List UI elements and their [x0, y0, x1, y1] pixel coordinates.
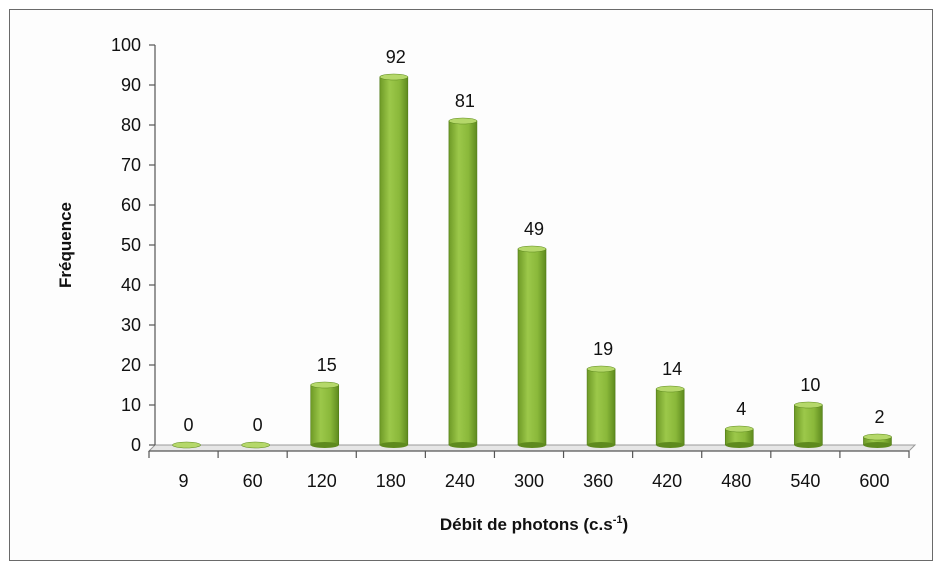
y-tick-label: 40 — [121, 275, 141, 295]
bar-base — [725, 442, 754, 448]
bar-body — [310, 384, 340, 446]
y-tick-label: 80 — [121, 115, 141, 135]
x-tick-label: 360 — [583, 471, 613, 491]
data-label: 81 — [455, 91, 475, 111]
y-tick-label: 20 — [121, 355, 141, 375]
bar-top — [310, 381, 340, 389]
bar-top — [241, 441, 270, 449]
data-label: 4 — [736, 399, 746, 419]
bar-top — [448, 117, 478, 125]
bar — [241, 441, 270, 449]
bars — [172, 73, 892, 449]
data-label: 0 — [253, 415, 263, 435]
bar-top — [655, 385, 685, 393]
bar-base — [587, 442, 616, 448]
bar — [172, 441, 201, 449]
data-label: 0 — [184, 415, 194, 435]
data-label: 92 — [386, 47, 406, 67]
x-tick-label: 120 — [307, 471, 337, 491]
x-tick-label: 180 — [376, 471, 406, 491]
y-axis-title: Fréquence — [56, 202, 75, 288]
x-tick-label: 240 — [445, 471, 475, 491]
data-label: 49 — [524, 219, 544, 239]
bar — [448, 117, 478, 448]
bar — [794, 401, 823, 448]
x-tick-label: 420 — [652, 471, 682, 491]
y-tick-label: 30 — [121, 315, 141, 335]
x-tick-label: 300 — [514, 471, 544, 491]
y-tick-label: 70 — [121, 155, 141, 175]
data-label: 2 — [874, 407, 884, 427]
bar-body — [586, 368, 616, 446]
bar — [586, 365, 616, 448]
data-label: 14 — [662, 359, 682, 379]
x-axis-title-superscript: -1 — [613, 514, 623, 526]
bar-base — [448, 442, 477, 448]
bar-body — [655, 388, 685, 446]
bar-top — [794, 401, 823, 409]
bar-base — [518, 442, 546, 448]
bar-top — [724, 425, 754, 433]
x-tick-label: 600 — [859, 471, 889, 491]
bar-top — [379, 73, 409, 81]
x-tick-label: 540 — [790, 471, 820, 491]
x-tick-label: 480 — [721, 471, 751, 491]
y-tick-label: 10 — [121, 395, 141, 415]
bar — [517, 245, 547, 448]
data-labels: 0 0 15 92 81 49 19 14 4 10 2 — [184, 47, 885, 435]
bar — [310, 381, 340, 448]
x-axis: 9 60 120 180 240 300 360 420 480 540 600 — [148, 450, 910, 491]
data-label: 19 — [593, 339, 613, 359]
y-tick-label: 0 — [131, 435, 141, 455]
bar-body — [448, 120, 478, 446]
x-axis-title-main: Débit de photons (c.s — [440, 515, 613, 534]
data-label: 10 — [800, 375, 820, 395]
bar-top — [586, 365, 616, 373]
bar-base — [794, 442, 823, 448]
x-tick-label: 9 — [179, 471, 189, 491]
bar-base — [863, 442, 892, 448]
bar-top — [517, 245, 547, 253]
bar — [379, 73, 409, 448]
x-tick-label: 60 — [243, 471, 263, 491]
bar-body — [794, 404, 823, 446]
bar-base — [310, 442, 339, 448]
data-label: 15 — [317, 355, 337, 375]
y-axis: 0 10 20 30 40 50 60 70 80 90 100 — [111, 35, 156, 455]
bar-top — [172, 441, 201, 449]
bar-body — [517, 248, 547, 446]
y-tick-label: 90 — [121, 75, 141, 95]
y-tick-label: 50 — [121, 235, 141, 255]
bar — [863, 433, 892, 448]
y-tick-label: 100 — [111, 35, 141, 55]
bar-base — [379, 442, 408, 448]
y-tick-label: 60 — [121, 195, 141, 215]
bar — [655, 385, 685, 448]
bar-body — [379, 76, 409, 446]
bar-base — [656, 442, 685, 448]
x-axis-title-suffix: ) — [622, 515, 628, 534]
bar-top — [863, 433, 892, 441]
x-axis-title: Débit de photons (c.s-1) — [440, 514, 628, 534]
bar — [724, 425, 754, 448]
